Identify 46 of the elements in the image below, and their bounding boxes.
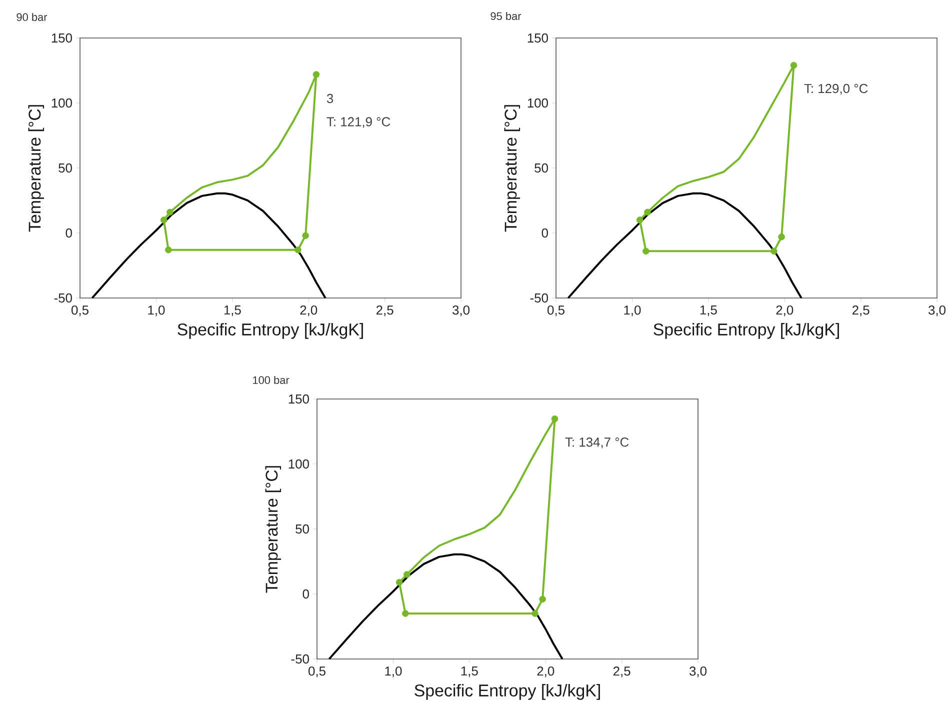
- x-tick-label: 2,5: [613, 666, 630, 678]
- y-tick-label: 100: [528, 98, 548, 108]
- y-axis-title: Temperature [°C]: [265, 466, 282, 593]
- y-axis-title: Temperature [°C]: [504, 105, 520, 232]
- x-tick-label: 0,5: [548, 306, 564, 316]
- x-tick-label: 3,0: [928, 306, 946, 316]
- y-tick-label: 0: [542, 228, 548, 238]
- x-tick-label: 1,0: [148, 306, 165, 316]
- x-axis-title: Specific Entropy [kJ/kgK]: [654, 323, 839, 339]
- x-axis-title: Specific Entropy [kJ/kgK]: [414, 684, 600, 700]
- x-tick-label: 1,0: [385, 666, 402, 678]
- chart-title: 100 bar: [253, 376, 290, 384]
- y-axis-title: Temperature [°C]: [28, 105, 44, 232]
- annotation: T: 121,9 °C: [326, 117, 390, 128]
- x-tick-label: 1,5: [224, 306, 241, 316]
- x-tick-label: 2,0: [776, 306, 794, 316]
- y-tick-label: 50: [58, 163, 72, 173]
- y-tick-label: 50: [534, 163, 548, 173]
- x-tick-label: 0,5: [72, 306, 88, 316]
- x-tick-label: 2,5: [376, 306, 394, 316]
- x-tick-label: 1,5: [461, 666, 478, 678]
- y-tick-label: 100: [288, 459, 309, 469]
- annotation: 3: [326, 94, 334, 104]
- x-tick-label: 0,5: [308, 666, 326, 678]
- y-tick-label: 100: [52, 98, 72, 108]
- y-tick-label: 0: [66, 228, 72, 238]
- y-tick-label: 150: [288, 394, 309, 404]
- y-tick-label: -50: [530, 293, 548, 303]
- x-tick-label: 3,0: [452, 306, 470, 316]
- y-tick-label: 50: [296, 524, 309, 534]
- annotation: T: 134,7 °C: [565, 438, 629, 448]
- x-tick-label: 1,0: [624, 306, 641, 316]
- x-tick-label: 1,5: [700, 306, 717, 316]
- chart-title: 90 bar: [16, 12, 48, 22]
- y-tick-label: 0: [302, 589, 309, 599]
- x-tick-label: 2,0: [300, 306, 318, 316]
- y-tick-label: 150: [52, 33, 72, 43]
- x-axis-title: Specific Entropy [kJ/kgK]: [178, 323, 363, 339]
- y-tick-label: -50: [54, 293, 72, 303]
- x-tick-label: 2,0: [537, 666, 554, 678]
- chart-title: 95 bar: [490, 12, 522, 20]
- annotation: T: 129,0 °C: [804, 84, 868, 95]
- y-tick-label: -50: [291, 654, 309, 664]
- y-tick-label: 150: [528, 33, 548, 43]
- x-tick-label: 2,5: [852, 306, 870, 316]
- x-tick-label: 3,0: [690, 666, 707, 678]
